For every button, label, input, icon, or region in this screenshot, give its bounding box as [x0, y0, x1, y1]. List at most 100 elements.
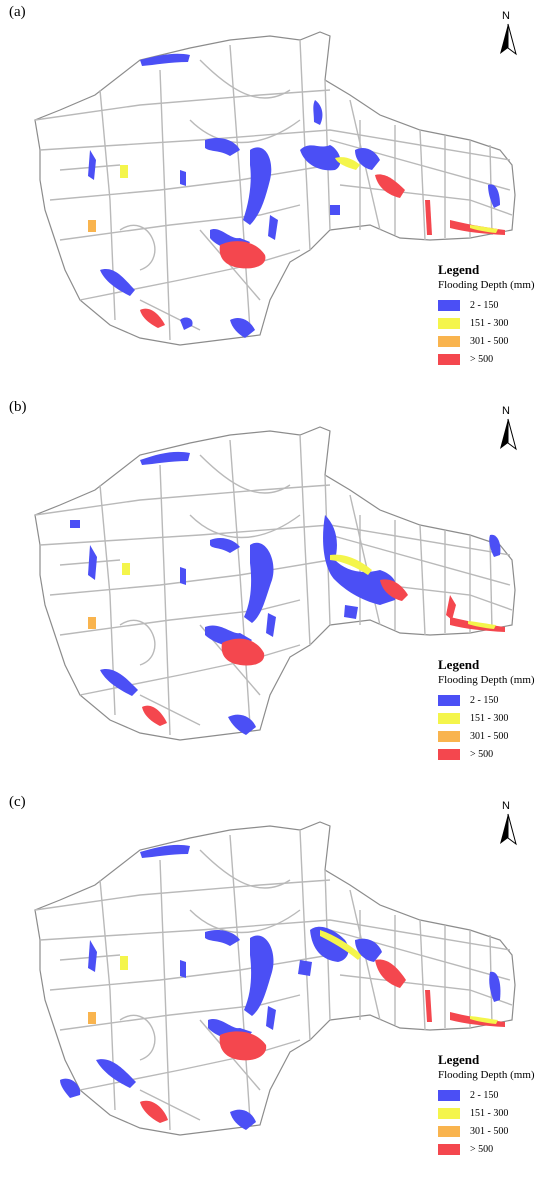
legend-swatch [438, 317, 460, 329]
flood-patch [375, 174, 405, 198]
flood-patch [88, 617, 96, 629]
north-letter: N [502, 800, 510, 812]
flood-areas [70, 451, 505, 735]
legend-item: 301 - 500 [438, 332, 548, 350]
road [59, 204, 301, 241]
flood-patch [446, 595, 456, 620]
road [159, 464, 171, 736]
flood-patch [100, 669, 138, 696]
legend-label: > 500 [470, 1143, 494, 1155]
legend-swatch [438, 299, 460, 311]
north-letter: N [502, 10, 510, 22]
road [339, 184, 513, 216]
road [119, 1014, 156, 1061]
flood-patch [310, 926, 349, 962]
flood-patch [298, 960, 312, 976]
flood-patch [468, 621, 496, 629]
legend-label: 151 - 300 [470, 712, 509, 724]
flood-patch [142, 705, 167, 726]
flood-patch [266, 1006, 276, 1030]
flood-map [34, 426, 516, 741]
road [34, 89, 331, 121]
flood-patch [60, 1078, 81, 1098]
legend-label: 301 - 500 [470, 730, 509, 742]
district-outline [34, 426, 516, 741]
road-network [34, 829, 513, 1131]
road [229, 834, 251, 1121]
road [189, 119, 301, 144]
legend-swatch [438, 1089, 460, 1101]
legend-label: 2 - 150 [470, 1089, 499, 1101]
flood-patch [122, 563, 130, 575]
flood-patch [88, 150, 96, 180]
road [119, 224, 156, 271]
road [199, 59, 291, 99]
legend-item: 2 - 150 [438, 691, 548, 709]
flood-patch [300, 145, 341, 171]
flood-patch [205, 138, 240, 156]
road [159, 859, 171, 1131]
north-arrow: N [494, 10, 524, 60]
panel-label: (c) [9, 794, 26, 810]
road [139, 1089, 201, 1121]
legend-items: 2 - 150 151 - 300 301 - 500 > 500 [438, 296, 548, 368]
flood-areas [88, 53, 505, 338]
north-arrow-icon [500, 418, 517, 451]
flood-patch [140, 451, 190, 465]
flood-patch [355, 148, 380, 170]
road [59, 994, 301, 1031]
north-letter: N [502, 405, 510, 417]
flood-patch [470, 1016, 498, 1024]
flood-patch [70, 520, 80, 528]
flood-patch [140, 1100, 168, 1123]
flood-patch [244, 935, 274, 1016]
legend: Legend Flooding Depth (mm) 2 - 150 151 - … [438, 262, 548, 368]
legend: Legend Flooding Depth (mm) 2 - 150 151 - … [438, 1052, 548, 1158]
map-panel-2: (b) N Legend Flooding Depth (mm) 2 - 150… [0, 395, 550, 790]
legend-title: Legend [438, 262, 480, 277]
flood-map [34, 31, 516, 346]
road [159, 69, 171, 341]
legend-swatch [438, 1143, 460, 1155]
road [34, 879, 331, 911]
flood-patch [96, 1059, 136, 1088]
road [119, 619, 156, 666]
legend-swatch [438, 748, 460, 760]
north-arrow: N [494, 800, 524, 850]
flood-patch [375, 959, 406, 988]
legend-items: 2 - 150 151 - 300 301 - 500 > 500 [438, 1086, 548, 1158]
legend-swatch [438, 335, 460, 347]
legend-item: 2 - 150 [438, 1086, 548, 1104]
road [229, 44, 251, 331]
legend-label: 2 - 150 [470, 299, 499, 311]
road [299, 434, 311, 646]
flood-patch [355, 938, 382, 962]
flood-patch [320, 930, 362, 960]
legend-label: 151 - 300 [470, 1107, 509, 1119]
road [189, 909, 301, 934]
legend-item: 301 - 500 [438, 1122, 548, 1140]
flood-patch [180, 317, 193, 330]
road [139, 694, 201, 726]
road-network [34, 434, 513, 736]
flood-patch [230, 318, 255, 338]
flood-patch [210, 537, 240, 553]
legend-label: > 500 [470, 748, 494, 760]
north-arrow: N [494, 405, 524, 455]
road [49, 164, 331, 201]
panel-label: (a) [9, 4, 26, 20]
legend-label: 301 - 500 [470, 1125, 509, 1137]
flood-patch [140, 308, 165, 328]
flood-patch [268, 215, 278, 240]
flood-patch [244, 542, 274, 623]
road [229, 439, 251, 726]
road [419, 524, 426, 636]
legend-item: 301 - 500 [438, 727, 548, 745]
legend-subtitle: Flooding Depth (mm) [438, 1069, 535, 1081]
flood-patch [219, 1031, 267, 1061]
legend-swatch [438, 730, 460, 742]
flood-patch [266, 613, 276, 637]
road [49, 954, 331, 991]
flood-patch [219, 241, 266, 269]
panel-label: (b) [9, 399, 27, 415]
